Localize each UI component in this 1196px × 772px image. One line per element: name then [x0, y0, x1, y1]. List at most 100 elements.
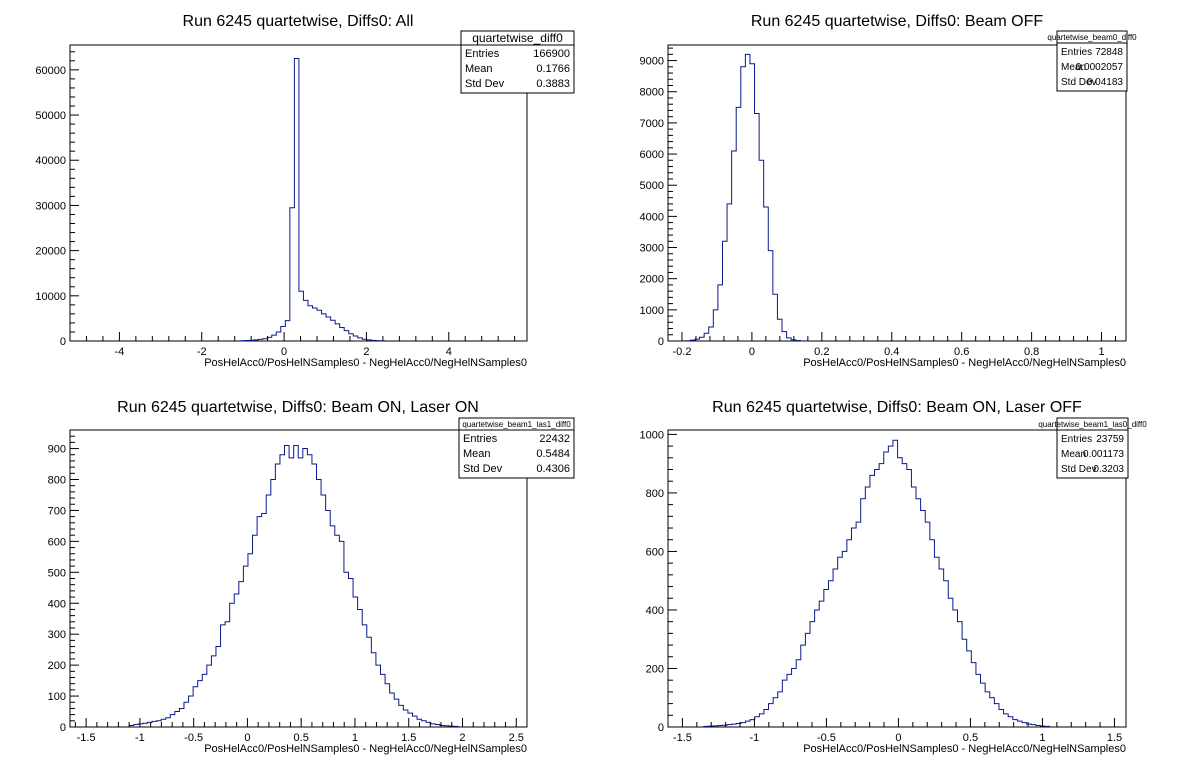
x-axis-label: PosHelAcc0/PosHelNSamples0 - NegHelAcc0/…	[204, 743, 527, 755]
y-tick-label: 5000	[640, 180, 664, 192]
stats-label: Std Dev	[465, 78, 505, 90]
stats-label: Std Dev	[1061, 77, 1097, 88]
stats-value: 166900	[533, 48, 570, 60]
stats-label: Entries	[1061, 47, 1092, 58]
stats-box: quartetwise_beam0_diff0 Entries 72848 Mean0…	[1047, 30, 1137, 92]
stats-value: 0.4306	[536, 463, 570, 475]
stats-value: 72848	[1095, 47, 1123, 58]
stats-box-frame	[1056, 417, 1129, 479]
y-tick-label: 400	[48, 598, 66, 610]
x-tick-label: 0	[749, 346, 755, 358]
stats-value: 23759	[1096, 434, 1124, 445]
y-tick-label: 0	[60, 336, 66, 348]
stats-box-name: quartetwise_beam0_diff0	[1047, 33, 1137, 42]
y-tick-label: 7000	[640, 118, 664, 130]
stats-box: quartetwise_beam1_las1_diff0 Entries 22432…	[458, 417, 575, 479]
y-tick-label: 50000	[35, 110, 66, 122]
histogram-series	[128, 444, 459, 727]
y-tick-label: 6000	[640, 149, 664, 161]
y-tick-label: 20000	[35, 246, 66, 258]
x-tick-label: 1.5	[401, 732, 416, 744]
x-tick-label: 1	[352, 732, 358, 744]
y-tick-label: 40000	[35, 155, 66, 167]
x-tick-label: -2	[197, 346, 207, 358]
stats-value: 0.1766	[536, 63, 570, 75]
x-tick-label: -1	[750, 732, 760, 744]
plot-frame	[667, 44, 1127, 342]
chart-title: Run 6245 quartetwise, Diffs0: All	[183, 13, 414, 30]
x-axis-label: PosHelAcc0/PosHelNSamples0 - NegHelAcc0/…	[204, 357, 527, 369]
x-tick-label: 0.4	[884, 346, 899, 358]
x-axis-label: PosHelAcc0/PosHelNSamples0 - NegHelAcc0/…	[803, 743, 1126, 755]
x-tick-label: 2.5	[509, 732, 524, 744]
y-tick-label: 0	[658, 336, 664, 348]
histogram-series	[239, 58, 386, 342]
y-tick-label: 600	[48, 536, 66, 548]
y-tick-label: 800	[48, 475, 66, 487]
plot-frame	[69, 429, 528, 728]
x-tick-label: -1.5	[77, 732, 96, 744]
y-tick-label: 0	[60, 722, 66, 734]
stats-box-name: quartetwise_beam1_las0_diff0	[1038, 420, 1147, 429]
y-tick-label: 1000	[640, 305, 664, 317]
x-tick-label: 2	[459, 732, 465, 744]
stats-label: Mean	[1061, 449, 1086, 460]
stats-label: Std Dev	[463, 463, 503, 475]
stats-box-frame	[1056, 30, 1128, 92]
stats-value: 0.3203	[1093, 464, 1124, 475]
x-tick-label: 0.8	[1024, 346, 1039, 358]
x-tick-label: 0.6	[954, 346, 969, 358]
x-tick-label: 0	[244, 732, 250, 744]
histogram-panel-1: Run 6245 quartetwise, Diffs0: All -4 -2 0 2 4…	[35, 13, 575, 369]
plot-frame	[667, 429, 1127, 728]
stats-box-name: quartetwise_diff0	[472, 31, 563, 45]
stats-label: Mean	[1061, 62, 1086, 73]
x-tick-label: 0	[895, 732, 901, 744]
x-tick-label: -4	[115, 346, 125, 358]
chart-title: Run 6245 quartetwise, Diffs0: Beam OFF	[751, 13, 1044, 30]
x-tick-label: -0.5	[184, 732, 203, 744]
y-tick-label: 600	[646, 546, 664, 558]
stats-value: 0.04183	[1087, 77, 1124, 88]
stats-box-name: quartetwise_beam1_las1_diff0	[462, 420, 571, 429]
y-tick-label: 3000	[640, 243, 664, 255]
x-tick-label: 0.2	[814, 346, 829, 358]
y-tick-label: 4000	[640, 211, 664, 223]
y-tick-label: 100	[48, 691, 66, 703]
stats-value: 22432	[539, 433, 570, 445]
plot-frame	[69, 44, 528, 342]
y-tick-label: 30000	[35, 200, 66, 212]
y-tick-label: 1000	[640, 429, 664, 441]
y-tick-label: 300	[48, 629, 66, 641]
stats-label: Std Dev	[1061, 464, 1097, 475]
y-tick-label: 900	[48, 444, 66, 456]
histogram-panel-3: Run 6245 quartetwise, Diffs0: Beam ON, L…	[48, 399, 575, 755]
y-tick-label: 60000	[35, 65, 66, 77]
y-tick-label: 200	[646, 663, 664, 675]
x-tick-label: -0.2	[673, 346, 692, 358]
x-tick-label: 1	[1098, 346, 1104, 358]
y-tick-label: 10000	[35, 291, 66, 303]
x-tick-label: 0.5	[294, 732, 309, 744]
chart-title: Run 6245 quartetwise, Diffs0: Beam ON, L…	[712, 399, 1082, 416]
stats-label: Mean	[465, 63, 493, 75]
y-tick-label: 500	[48, 567, 66, 579]
y-tick-label: 8000	[640, 87, 664, 99]
histogram-panel-2: Run 6245 quartetwise, Diffs0: Beam OFF -0…	[640, 13, 1138, 369]
stats-value: 0.0002057	[1076, 62, 1124, 73]
x-tick-label: 2	[363, 346, 369, 358]
histogram-series	[703, 439, 1051, 727]
x-tick-label: 0	[281, 346, 287, 358]
histogram-panel-4: Run 6245 quartetwise, Diffs0: Beam ON, L…	[640, 399, 1148, 755]
y-tick-label: 400	[646, 605, 664, 617]
chart-title: Run 6245 quartetwise, Diffs0: Beam ON, L…	[117, 399, 479, 416]
y-tick-label: 9000	[640, 56, 664, 68]
stats-label: Entries	[465, 48, 500, 60]
stats-value: 0.3883	[536, 78, 570, 90]
x-tick-label: -0.5	[817, 732, 836, 744]
stats-value: 0.5484	[536, 448, 570, 460]
stats-box: quartetwise_diff0 Entries 166900 Mean 0.1766…	[460, 30, 575, 94]
stats-label: Entries	[463, 433, 498, 445]
y-tick-label: 2000	[640, 274, 664, 286]
stats-box: quartetwise_beam1_las0_diff0 Entries 23759…	[1038, 417, 1147, 479]
